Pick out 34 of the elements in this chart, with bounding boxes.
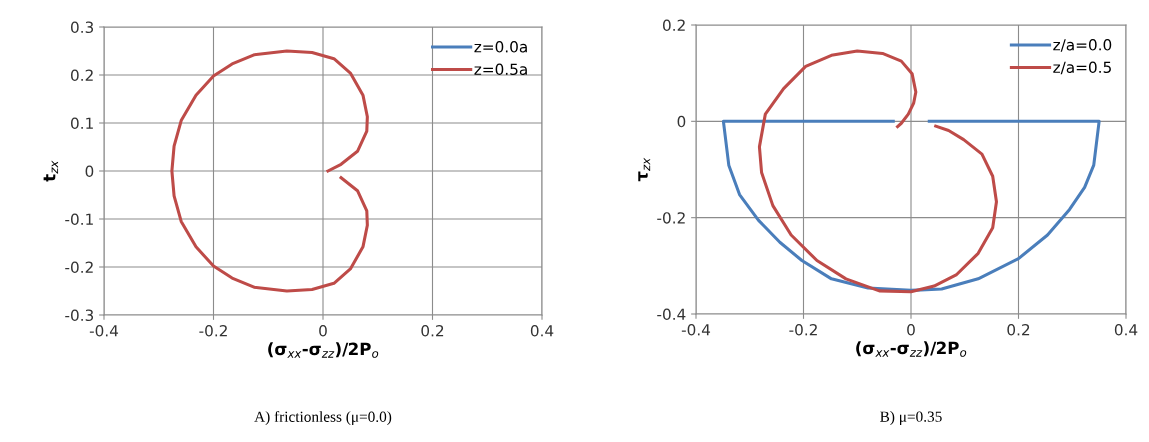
x-tick-label: 0.2 [421, 324, 444, 337]
y-tick-label: -0.1 [65, 213, 93, 226]
y-tick-label: -0.2 [65, 261, 93, 274]
x-tick-label: -0.2 [789, 323, 817, 336]
x-tick-label: 0.4 [1114, 323, 1138, 336]
line-series [757, 49, 998, 294]
x-tick-label: 0.4 [530, 324, 554, 337]
x-tick-label: 0.2 [1007, 323, 1030, 336]
y-tick-label: 0 [85, 165, 94, 178]
y-tick-label: 0.2 [662, 19, 685, 32]
x-tick-label: 0 [319, 324, 327, 337]
text: A) frictionless (μ=0.0) [254, 410, 392, 426]
y-axis-title: t$_{zx}$ [43, 160, 59, 182]
y-tick-label: -0.3 [65, 309, 94, 322]
y-tick-label: -0.4 [657, 308, 686, 321]
y-tick-label: 0.3 [70, 21, 94, 34]
x-axis-title: (σ$_{xx}$-σ$_{zz}$)/2P$_{o}$ [268, 342, 379, 358]
y-tick-label: -0.2 [657, 212, 685, 224]
line-series [721, 119, 1101, 292]
x-tick-label: -0.2 [199, 324, 227, 337]
x-tick-label: 0 [907, 323, 915, 336]
legend-label: z=0.0a [474, 41, 527, 53]
legend-label: z/a=0.5 [1053, 61, 1111, 75]
y-tick-label: 0.2 [70, 69, 93, 82]
y-tick-label: 0 [677, 115, 686, 128]
x-tick-label: -0.4 [681, 323, 711, 336]
y-axis-title: τ$_{zx}$ [638, 157, 651, 182]
legend-label: z=0.5a [474, 63, 527, 75]
line-series [170, 49, 369, 293]
legend-label: z/a=0.0 [1053, 39, 1112, 52]
x-axis-title: (σ$_{xx}$-σ$_{zz}$)/2P$_{o}$ [856, 341, 967, 357]
y-tick-label: 0.1 [70, 117, 93, 130]
text: B) μ=0.35 [880, 411, 942, 425]
x-tick-label: -0.4 [89, 324, 119, 337]
